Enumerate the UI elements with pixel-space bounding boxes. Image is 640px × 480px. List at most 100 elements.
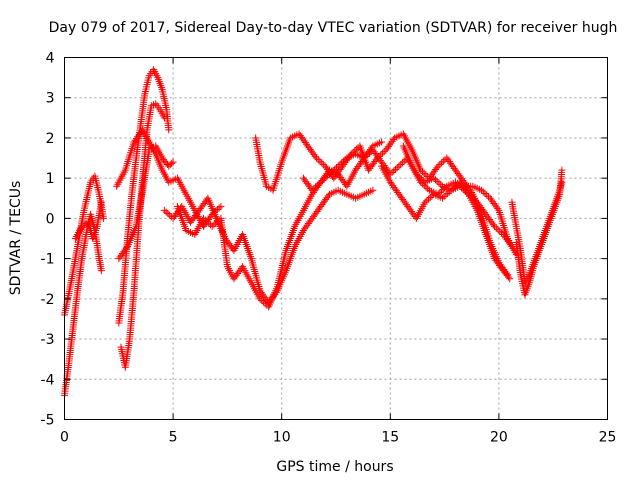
data-point [380, 148, 388, 156]
data-point [478, 186, 486, 194]
data-point [213, 218, 221, 226]
data-point [433, 177, 441, 185]
data-point [434, 162, 442, 170]
y-tick-label: -5 [41, 413, 55, 429]
data-point [365, 149, 373, 157]
data-point [423, 197, 431, 205]
grid [64, 57, 608, 420]
data-point [259, 298, 267, 306]
data-point [359, 156, 367, 164]
data-point [437, 181, 445, 189]
data-point [378, 149, 386, 157]
data-point [491, 222, 499, 230]
data-point [417, 166, 425, 174]
data-point [316, 157, 324, 165]
data-point [483, 191, 491, 199]
x-tick-label: 10 [273, 430, 291, 446]
data-point [210, 221, 218, 229]
data-point [200, 214, 208, 222]
data-point [479, 188, 487, 196]
data-point [421, 198, 429, 206]
data-point [442, 191, 450, 199]
data-point [364, 151, 372, 159]
data-point [315, 180, 323, 188]
data-point [312, 183, 320, 191]
data-point [463, 189, 471, 197]
data-point [169, 158, 177, 166]
data-point [418, 168, 426, 176]
axes: -5 -4 -3 -2 -1 0 1 2 3 4 0 5 10 15 20 25 [41, 51, 617, 446]
data-point [215, 204, 223, 212]
data-point [208, 222, 216, 230]
data-point [439, 185, 447, 193]
data-point [203, 218, 211, 226]
data-point [438, 159, 446, 167]
series-track-f [113, 126, 225, 230]
data-point [558, 166, 566, 174]
data-point [481, 189, 489, 197]
plot-frame [64, 57, 608, 420]
data-point [160, 206, 168, 214]
data-point [313, 181, 321, 189]
data-point [420, 181, 428, 189]
data-point [504, 273, 512, 281]
data-point [435, 179, 443, 187]
y-tick-label: 0 [46, 211, 55, 227]
data-point [506, 275, 514, 283]
data-point [424, 185, 432, 193]
data-point [310, 185, 318, 193]
data-point [360, 154, 368, 162]
data-point [494, 226, 502, 234]
chart-title: Day 079 of 2017, Sidereal Day-to-day VTE… [49, 20, 618, 36]
data-point [100, 214, 108, 222]
data-point [438, 187, 446, 195]
data-point [447, 186, 455, 194]
data-point [489, 221, 497, 229]
data-point [417, 178, 425, 186]
data-point [425, 195, 433, 203]
y-tick-label: -2 [41, 292, 55, 308]
data-point [436, 189, 444, 197]
data-point [312, 154, 320, 162]
data-point [436, 160, 444, 168]
y-axis-label: SDTVAR / TECUs [8, 181, 24, 296]
data-point [205, 219, 213, 227]
x-axis-label: GPS time / hours [276, 459, 393, 475]
y-tick-label: 4 [46, 51, 55, 67]
series-track-l [378, 162, 514, 283]
data-point [496, 227, 504, 235]
x-tick-label: 20 [490, 430, 508, 446]
data-point [166, 211, 174, 219]
data-point [160, 114, 168, 122]
data-point [397, 160, 405, 168]
data-point [390, 167, 398, 175]
data-point [378, 138, 386, 146]
data-point [393, 164, 401, 172]
data-point [97, 198, 105, 206]
data-point [439, 157, 447, 165]
data-point [558, 178, 566, 186]
data-point [347, 150, 355, 158]
data-point [441, 184, 449, 192]
data-point [256, 295, 264, 303]
series-track-e [117, 100, 168, 371]
data-point [362, 152, 370, 160]
data-point [308, 186, 316, 194]
data-point [369, 186, 377, 194]
data-point [433, 164, 441, 172]
x-tick-label: 15 [381, 430, 399, 446]
data-point [438, 194, 446, 202]
data-point [261, 300, 269, 308]
data-point [422, 183, 430, 191]
data-point [434, 190, 442, 198]
x-tick-label: 0 [60, 430, 69, 446]
data-point [420, 169, 428, 177]
series-track-g [115, 142, 177, 263]
series-track-m [399, 142, 520, 259]
x-tick-label: 5 [169, 430, 178, 446]
y-tick-label: -1 [41, 252, 55, 268]
series-track-o [512, 166, 566, 299]
data-point [418, 180, 426, 188]
data-point [426, 193, 434, 201]
data-point [314, 156, 322, 164]
